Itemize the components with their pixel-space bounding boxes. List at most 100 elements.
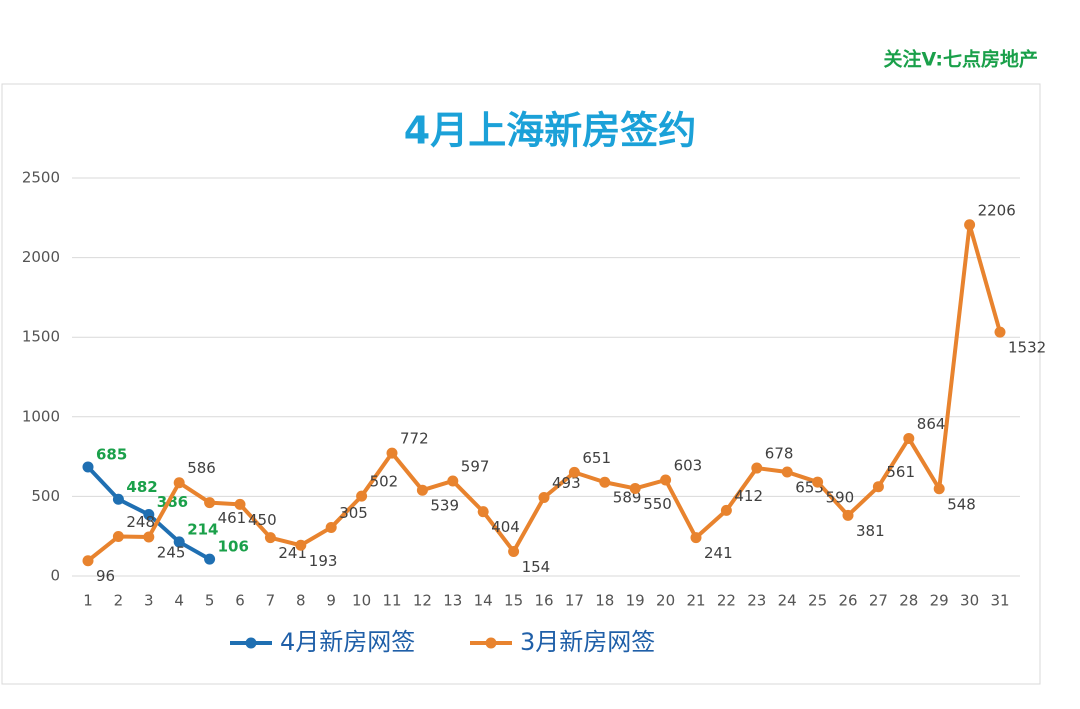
point	[781, 466, 793, 478]
x-tick-label: 8	[296, 592, 306, 610]
point	[842, 509, 854, 521]
point	[173, 477, 185, 489]
point	[720, 504, 732, 516]
point	[660, 474, 672, 486]
data-label: 241	[704, 544, 733, 562]
data-label: 245	[157, 543, 186, 561]
x-tick-label: 14	[474, 592, 493, 610]
point	[204, 497, 216, 509]
data-label: 305	[339, 504, 368, 522]
point	[477, 506, 489, 518]
point	[112, 531, 124, 543]
point	[204, 553, 216, 565]
data-label: 539	[430, 497, 459, 515]
data-label: 404	[491, 518, 520, 536]
x-tick-label: 11	[382, 592, 401, 610]
data-label: 2206	[978, 201, 1016, 219]
y-tick-label: 1000	[22, 407, 60, 425]
point	[994, 326, 1006, 338]
chart-frame	[1, 83, 1041, 685]
data-label: 412	[734, 487, 763, 505]
data-label: 461	[218, 509, 247, 527]
data-label: 154	[522, 558, 551, 576]
point	[112, 493, 124, 505]
point	[751, 462, 763, 474]
legend-marker	[245, 637, 257, 649]
data-label: 590	[826, 489, 855, 507]
x-tick-label: 26	[838, 592, 857, 610]
data-label: 193	[309, 552, 338, 570]
data-label: 548	[947, 495, 976, 513]
data-label: 586	[187, 459, 216, 477]
y-tick-label: 1500	[22, 328, 60, 346]
point	[964, 219, 976, 231]
data-label: 651	[582, 449, 611, 467]
x-tick-label: 30	[960, 592, 979, 610]
point	[629, 482, 641, 494]
y-tick-label: 500	[31, 487, 60, 505]
x-tick-label: 27	[869, 592, 888, 610]
point	[356, 490, 368, 502]
data-label: 678	[765, 445, 794, 463]
data-label: 493	[552, 474, 581, 492]
x-tick-label: 23	[747, 592, 766, 610]
x-tick-label: 28	[899, 592, 918, 610]
data-label: 502	[370, 473, 399, 491]
x-tick-label: 18	[595, 592, 614, 610]
x-tick-label: 3	[144, 592, 154, 610]
data-label: 96	[96, 567, 115, 585]
data-label: 450	[248, 511, 277, 529]
point	[599, 476, 611, 488]
point	[933, 483, 945, 495]
data-label: 603	[674, 457, 703, 475]
data-label: 248	[126, 513, 155, 531]
data-label: 561	[886, 463, 915, 481]
point	[903, 432, 915, 444]
data-label: 550	[643, 495, 672, 513]
x-tick-label: 21	[686, 592, 705, 610]
data-label: 864	[917, 415, 946, 433]
point	[508, 545, 520, 557]
x-tick-label: 16	[534, 592, 553, 610]
x-tick-label: 1	[83, 592, 93, 610]
data-label: 685	[96, 445, 127, 463]
x-tick-label: 4	[174, 592, 184, 610]
x-tick-label: 24	[778, 592, 797, 610]
x-tick-label: 9	[326, 592, 336, 610]
y-tick-label: 2500	[22, 169, 60, 187]
point	[690, 532, 702, 544]
x-tick-label: 22	[717, 592, 736, 610]
x-tick-label: 13	[443, 592, 462, 610]
data-label: 597	[461, 457, 490, 475]
data-label: 214	[187, 520, 218, 538]
watermark: 关注V:七点房地产	[884, 48, 1038, 71]
point	[143, 509, 155, 521]
x-tick-label: 5	[205, 592, 215, 610]
point	[568, 466, 580, 478]
point	[416, 484, 428, 496]
point	[386, 447, 398, 459]
x-tick-label: 20	[656, 592, 675, 610]
point	[234, 498, 246, 510]
point	[173, 536, 185, 548]
x-tick-label: 17	[565, 592, 584, 610]
data-label: 482	[126, 478, 157, 496]
x-tick-label: 12	[413, 592, 432, 610]
point	[325, 521, 337, 533]
x-tick-label: 15	[504, 592, 523, 610]
point	[295, 539, 307, 551]
point	[143, 531, 155, 543]
point	[538, 492, 550, 504]
x-tick-label: 25	[808, 592, 827, 610]
y-tick-label: 2000	[22, 248, 60, 266]
data-label: 772	[400, 430, 429, 448]
legend-marker	[485, 637, 497, 649]
x-tick-label: 6	[235, 592, 245, 610]
x-tick-label: 2	[114, 592, 124, 610]
point	[82, 461, 94, 473]
y-tick-label: 0	[50, 567, 60, 585]
data-label: 381	[856, 522, 885, 540]
data-label: 1532	[1008, 339, 1046, 357]
x-tick-label: 10	[352, 592, 371, 610]
